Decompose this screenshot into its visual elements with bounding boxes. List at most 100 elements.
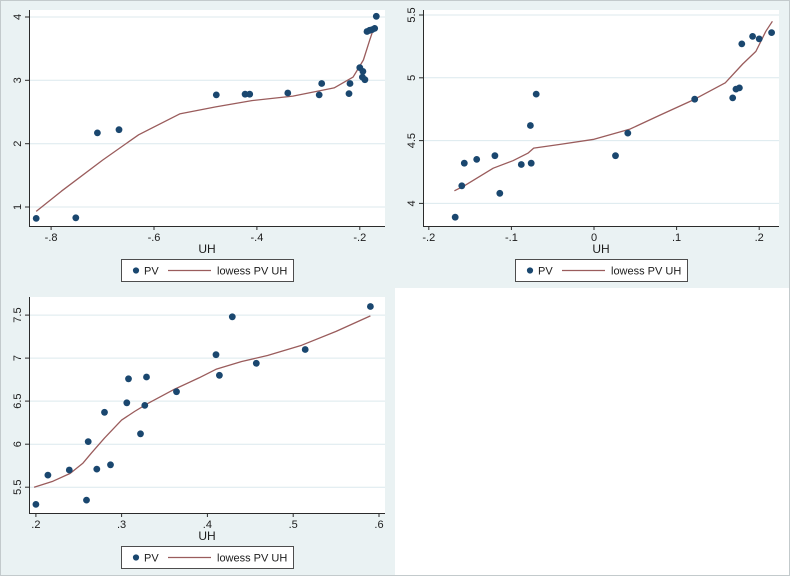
legend-label-scatter: PV	[144, 266, 159, 278]
x-tick-label: .4	[203, 519, 212, 531]
x-tick-label: -.8	[45, 232, 58, 244]
scatter-point	[451, 213, 459, 221]
scatter-point	[137, 430, 144, 438]
y-tick-label: 6.5	[12, 393, 24, 408]
chart-svg: 5.5 6 6.5 7 7.5 .2 .3 .4 .5 .6 UH PV lowess PV UH	[12, 297, 385, 569]
chart-panel-top-right: 4 4.5 5 5.5 -.2 -.1 0 .1 .2 UH PV lowess PV UH	[395, 1, 789, 288]
scatter-point	[216, 371, 223, 379]
scatter-point	[107, 461, 114, 469]
scatter-point	[141, 402, 149, 409]
y-tick-label: 6	[12, 441, 24, 447]
lowess-line	[35, 24, 376, 212]
plot-area	[423, 10, 779, 226]
scatter-point	[749, 33, 756, 40]
chart-svg: 4 4.5 5 5.5 -.2 -.1 0 .1 .2 UH PV lowess PV UH	[406, 7, 779, 282]
legend-label-lowess: lowess PV UH	[611, 266, 681, 278]
lowess-line	[454, 20, 773, 192]
scatter-point	[359, 68, 367, 75]
scatter-point	[736, 84, 743, 92]
scatter-point	[458, 182, 466, 190]
scatter-series	[451, 29, 775, 221]
y-tick-label: 1	[12, 204, 24, 210]
y-tick-label: 4	[406, 200, 418, 206]
legend-marker-dot	[526, 267, 534, 274]
scatter-point	[246, 90, 254, 98]
plot-area	[29, 297, 385, 513]
scatter-point	[84, 438, 92, 445]
scatter-series	[32, 303, 374, 508]
scatter-point	[252, 359, 260, 367]
x-tick-label: .6	[374, 519, 383, 531]
legend-label-lowess: lowess PV UH	[217, 266, 287, 278]
x-tick-label: .1	[672, 232, 681, 244]
empty-cell	[395, 288, 789, 575]
scatter-point	[473, 156, 481, 163]
x-tick-label: -.4	[250, 232, 263, 244]
legend-label-lowess: lowess PV UH	[217, 553, 287, 565]
scatter-point	[496, 189, 504, 197]
y-tick-label: 2	[12, 141, 24, 147]
scatter-point	[318, 80, 326, 87]
y-tick-label: 7	[12, 355, 24, 361]
scatter-point	[83, 496, 90, 504]
x-tick-label: .2	[755, 232, 764, 244]
legend-label-scatter: PV	[144, 553, 159, 565]
x-tick-label: -.2	[422, 232, 435, 244]
scatter-point	[301, 346, 309, 353]
scatter-point	[101, 408, 108, 416]
x-tick-label: 0	[591, 232, 597, 244]
scatter-point	[371, 25, 379, 32]
x-tick-label: -.2	[353, 232, 366, 244]
scatter-point	[367, 303, 374, 310]
x-tick-label: .5	[289, 519, 298, 531]
y-tick-label: 4.5	[406, 133, 418, 148]
scatter-point	[143, 373, 150, 381]
scatter-point	[532, 90, 540, 98]
scatter-point	[372, 12, 380, 20]
scatter-point	[624, 129, 632, 137]
chart-panel-top-left: 1 2 3 4 -.8 -.6 -.4 -.2 UH PV lowess PV UH	[1, 1, 395, 288]
plot-area	[29, 10, 385, 226]
scatter-point	[123, 399, 131, 407]
scatter-point	[94, 129, 101, 137]
scatter-point	[32, 501, 40, 508]
scatter-point	[527, 159, 535, 167]
scatter-point	[173, 388, 180, 396]
y-tick-label: 5	[406, 75, 418, 81]
scatter-point	[284, 89, 292, 97]
scatter-point	[729, 94, 737, 102]
scatter-point	[491, 152, 499, 160]
y-tick-label: 7.5	[12, 307, 24, 322]
scatter-point	[345, 90, 353, 97]
chart-svg: 1 2 3 4 -.8 -.6 -.4 -.2 UH PV lowess PV UH	[12, 10, 385, 282]
scatter-point	[32, 215, 40, 222]
legend-label-scatter: PV	[538, 266, 553, 278]
scatter-point	[44, 471, 52, 479]
scatter-point	[212, 91, 220, 99]
y-tick-label: 5.5	[12, 480, 24, 495]
legend: PV lowess PV UH	[515, 259, 688, 282]
scatter-point	[315, 91, 323, 99]
scatter-point	[93, 465, 101, 473]
y-tick-label: 5.5	[406, 7, 418, 22]
x-axis-title: UH	[198, 242, 215, 256]
x-tick-label: -.6	[148, 232, 161, 244]
x-axis-title: UH	[592, 242, 609, 256]
axes	[25, 10, 385, 230]
legend-marker-dot	[132, 554, 140, 561]
scatter-point	[768, 29, 775, 36]
chart-panel-bottom-left: 5.5 6 6.5 7 7.5 .2 .3 .4 .5 .6 UH PV lowess PV UH	[1, 288, 395, 575]
axes	[419, 10, 779, 230]
legend: PV lowess PV UH	[121, 259, 294, 282]
scatter-point	[691, 95, 699, 103]
scatter-point	[517, 161, 525, 168]
x-tick-label: .2	[31, 519, 40, 531]
scatter-point	[72, 214, 80, 222]
scatter-point	[460, 159, 468, 167]
scatter-point	[361, 76, 369, 84]
scatter-point	[346, 80, 354, 87]
y-tick-label: 4	[12, 14, 24, 20]
scatter-point	[738, 40, 746, 48]
scatter-point	[527, 122, 534, 129]
